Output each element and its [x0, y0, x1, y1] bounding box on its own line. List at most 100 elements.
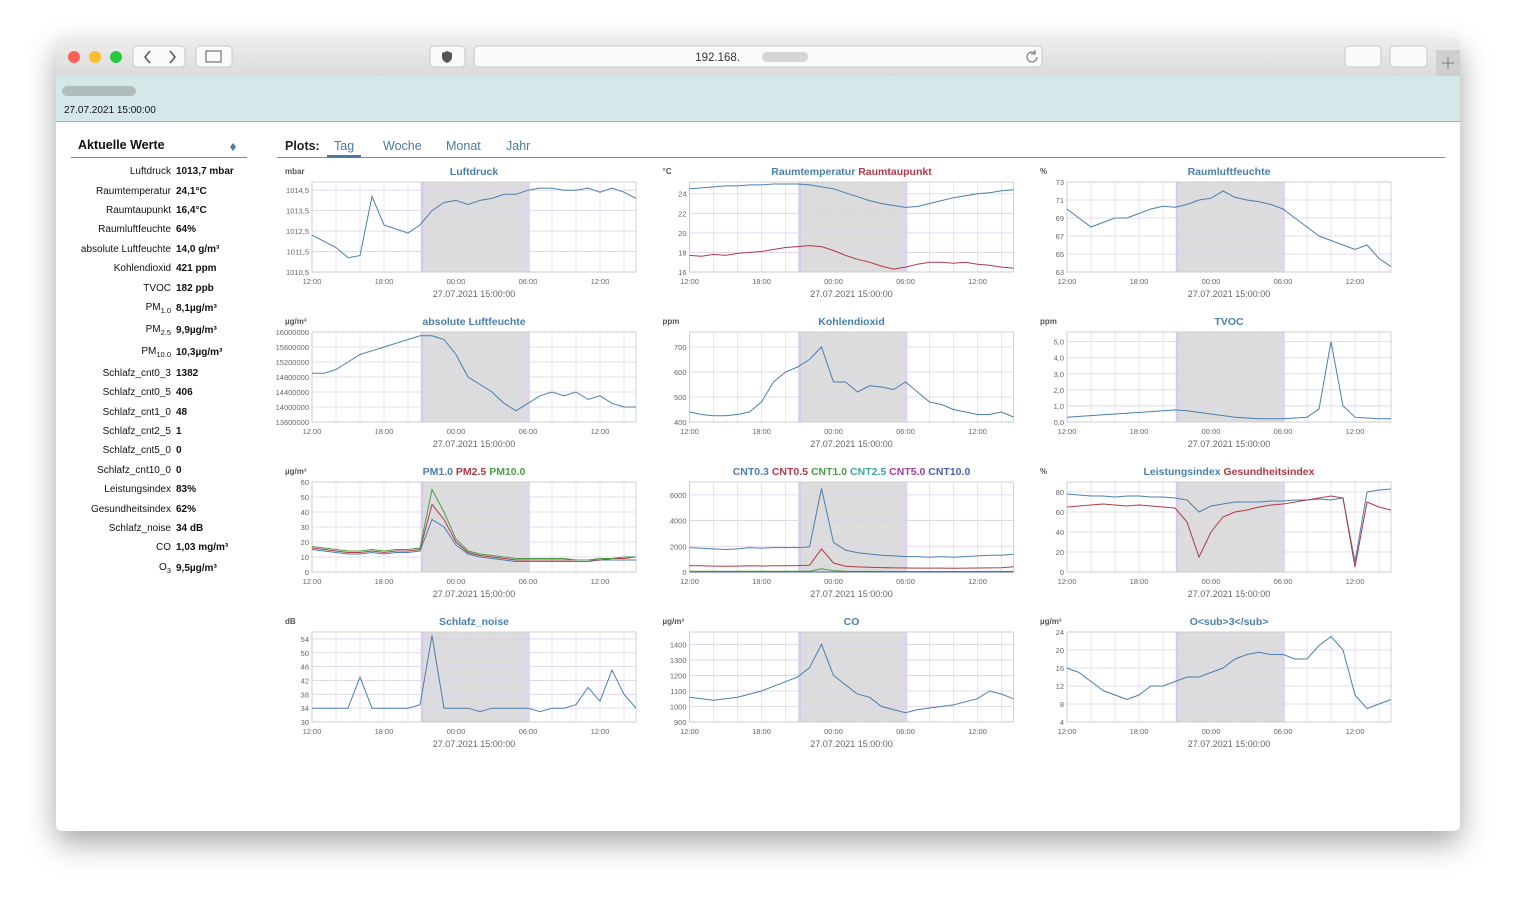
value-row: PM2.5 9,9µg/m³	[71, 320, 234, 342]
dusk-edge	[798, 332, 802, 422]
x-tick-label: 12:00	[303, 427, 322, 436]
unit-label: ppm	[1040, 317, 1057, 326]
value-cell: 9,5µg/m³	[176, 558, 234, 580]
night-shade	[423, 632, 526, 722]
x-axis-label: 27.07.2021 15:00:00	[810, 739, 893, 749]
y-tick-label: 4	[1060, 718, 1064, 727]
x-tick-label: 12:00	[968, 277, 987, 286]
value-row: Schlafz_cnt5_0 0	[71, 441, 234, 460]
dusk-edge	[420, 182, 424, 272]
value-label: Gesundheitsindex	[90, 503, 171, 515]
zoom-button[interactable]	[110, 51, 122, 63]
value-label: Raumtemperatur	[95, 185, 171, 197]
value-label-cell: Schlafz_cnt5_0	[71, 441, 176, 460]
night-shade	[801, 332, 904, 422]
x-tick-label: 06:00	[896, 427, 915, 436]
legend-entry: CNT2.5	[850, 466, 886, 478]
sidebar-title: Aktuelle Werte	[71, 138, 247, 158]
x-tick-label: 18:00	[1130, 277, 1149, 286]
value-label-cell: Raumtemperatur	[71, 181, 176, 200]
minimize-button[interactable]	[89, 51, 101, 63]
x-axis-label: 27.07.2021 15:00:00	[433, 289, 516, 299]
value-label-cell: Luftdruck	[71, 162, 176, 181]
value-cell: 16,4°C	[176, 201, 234, 220]
night-shade	[801, 182, 904, 272]
tab[interactable]: Tag	[327, 139, 362, 158]
plot-border	[689, 331, 1014, 423]
series-line	[689, 488, 1014, 558]
value-row: TVOC 182 ppb	[71, 278, 234, 297]
plot-border	[1066, 481, 1392, 573]
sidebar-button[interactable]	[195, 45, 233, 68]
series-line	[1066, 635, 1392, 710]
value-cell: 34 dB	[176, 519, 234, 538]
y-tick-label: 10	[301, 553, 309, 562]
x-tick-label: 06:00	[896, 727, 915, 736]
y-tick-label: 1,0	[1054, 402, 1064, 411]
reload-icon[interactable]	[1026, 50, 1038, 63]
value-label-cell: Kohlendioxid	[71, 259, 176, 278]
tab[interactable]: Monat	[446, 139, 481, 153]
value-label-cell: PM10.0	[71, 342, 176, 364]
value-label: O	[159, 562, 167, 574]
value-label: Raumtaupunkt	[105, 204, 171, 216]
y-tick-label: 16	[678, 268, 686, 277]
value-row: Raumtaupunkt 16,4°C	[71, 201, 234, 220]
x-axis-label: 27.07.2021 15:00:00	[1188, 289, 1271, 299]
value-cell: 8,1µg/m³	[176, 298, 234, 320]
y-tick-label: 0,0	[1054, 418, 1064, 427]
value-row: Schlafz_cnt0_3 1382	[71, 364, 234, 383]
value-label-cell: Raumtaupunkt	[71, 201, 176, 220]
value: 1	[176, 426, 182, 438]
x-tick-label: 06:00	[1274, 727, 1293, 736]
y-tick-label: 50	[301, 493, 309, 502]
x-tick-label: 00:00	[1202, 577, 1221, 586]
header-band	[56, 76, 1460, 122]
value: 0	[176, 464, 182, 476]
value-label: Kohlendioxid	[113, 263, 171, 275]
value-label: TVOC	[143, 282, 171, 294]
url-bar[interactable]	[473, 45, 1043, 68]
value-label-subscript: 2.5	[160, 328, 171, 338]
x-tick-label: 12:00	[1346, 427, 1365, 436]
value-cell: 48	[176, 403, 234, 422]
y-tick-label: 400	[674, 418, 687, 427]
value-label: Luftdruck	[129, 166, 171, 178]
values-table: Luftdruck 1013,7 mbar Raumtemperatur 24,1°C…	[71, 162, 234, 580]
tab[interactable]: Woche	[383, 139, 422, 153]
series-line	[689, 346, 1014, 418]
value: 14,0 g/m³	[176, 243, 220, 255]
y-tick-label: 69	[1056, 214, 1064, 223]
x-tick-label: 00:00	[447, 577, 466, 586]
sort-icon[interactable]	[230, 143, 236, 151]
nav-buttons[interactable]	[132, 45, 186, 68]
y-tick-label: 8	[1060, 700, 1064, 709]
value-label: PM	[141, 346, 157, 358]
y-tick-label: 1000	[670, 702, 687, 711]
legend-entry: CNT0.5	[772, 466, 808, 478]
tab[interactable]: Jahr	[506, 139, 531, 153]
value-cell: 1	[176, 422, 234, 441]
x-tick-label: 06:00	[896, 277, 915, 286]
share-button[interactable]	[1344, 45, 1382, 68]
series-line	[1066, 190, 1392, 268]
dusk-edge	[1175, 482, 1179, 572]
close-button[interactable]	[68, 51, 80, 63]
plot-border	[311, 331, 637, 423]
unit-label: %	[1040, 467, 1047, 476]
chart-title: Luftdruck	[450, 166, 499, 178]
value: 1,03 mg/m³	[176, 542, 229, 554]
value: 9,5µg/m³	[176, 563, 217, 575]
plot-border	[1066, 181, 1392, 273]
x-tick-label: 00:00	[824, 427, 843, 436]
y-tick-label: 40	[1056, 528, 1064, 537]
x-tick-label: 12:00	[968, 427, 987, 436]
y-tick-label: 1100	[670, 687, 686, 696]
y-tick-label: 1013,5	[286, 207, 309, 216]
x-tick-label: 00:00	[824, 277, 843, 286]
x-axis-label: 27.07.2021 15:00:00	[433, 739, 516, 749]
y-tick-label: 3,0	[1054, 370, 1064, 379]
tabs-button[interactable]	[1389, 45, 1428, 68]
dusk-edge	[798, 182, 802, 272]
value-row: PM10.0 10,3µg/m³	[71, 342, 234, 364]
